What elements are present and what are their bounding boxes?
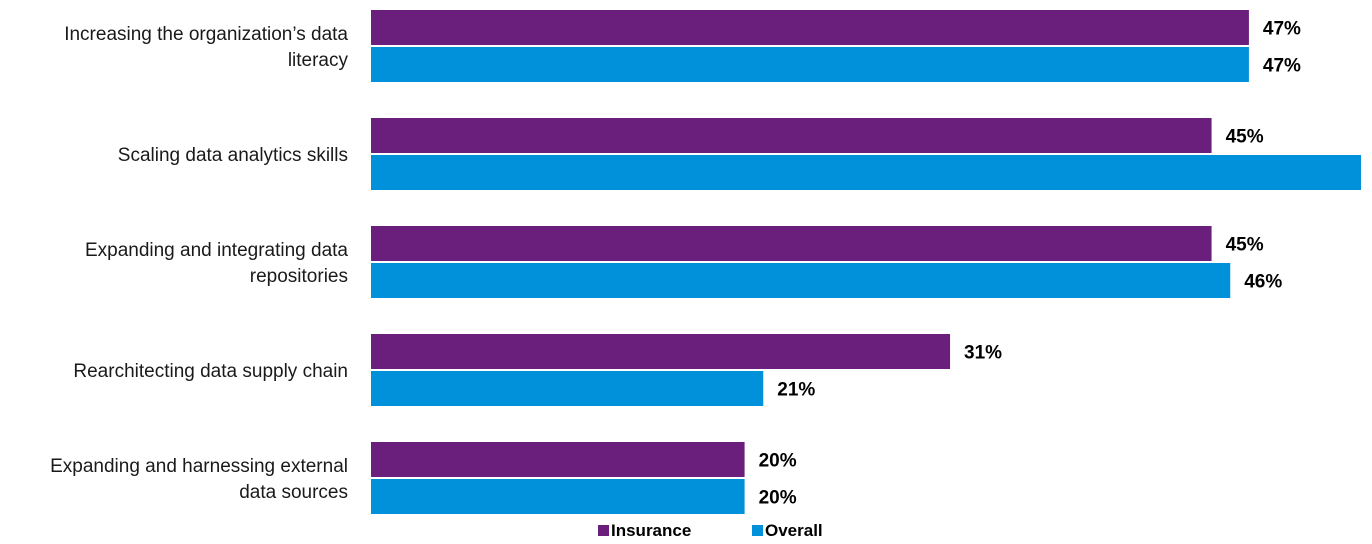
bar-overall xyxy=(371,371,764,406)
legend-swatch-insurance xyxy=(598,525,609,536)
value-label: 31% xyxy=(964,343,1002,364)
category-label: Expanding and harnessing external xyxy=(50,456,348,477)
category-label: literacy xyxy=(288,50,349,71)
legend-label-overall: Overall xyxy=(765,521,823,540)
bar-insurance xyxy=(371,442,745,477)
value-label: 20% xyxy=(759,451,797,472)
category-label: Increasing the organization’s data xyxy=(64,24,348,45)
bar-insurance xyxy=(371,118,1212,153)
bar-overall xyxy=(371,47,1249,82)
value-label: 45% xyxy=(1226,127,1264,148)
bars xyxy=(371,10,1361,514)
value-label: 21% xyxy=(777,380,815,401)
value-label: 20% xyxy=(759,488,797,509)
legend-label-insurance: Insurance xyxy=(611,521,691,540)
bar-insurance xyxy=(371,10,1249,45)
legend-swatch-overall xyxy=(752,525,763,536)
value-label: 45% xyxy=(1226,235,1264,256)
value-labels: 47%47%45%53%45%46%31%21%20%20% xyxy=(759,19,1301,509)
legend: Insurance Overall xyxy=(598,521,823,540)
value-label: 47% xyxy=(1263,19,1301,40)
bar-overall xyxy=(371,479,745,514)
category-label: data sources xyxy=(239,482,348,503)
value-label: 46% xyxy=(1244,272,1282,293)
category-label: Expanding and integrating data xyxy=(85,240,348,261)
category-label: Rearchitecting data supply chain xyxy=(73,361,348,382)
bar-insurance xyxy=(371,226,1212,261)
bar-insurance xyxy=(371,334,951,369)
category-labels: Increasing the organization’s data litera… xyxy=(50,24,348,503)
bar-overall xyxy=(371,155,1361,190)
bar-overall xyxy=(371,263,1231,298)
category-label: repositories xyxy=(250,266,348,287)
value-label: 47% xyxy=(1263,56,1301,77)
category-label: Scaling data analytics skills xyxy=(118,145,348,166)
